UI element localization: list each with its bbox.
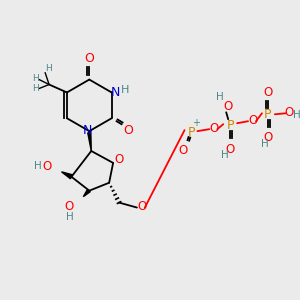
Text: O: O bbox=[65, 200, 74, 213]
Text: P: P bbox=[264, 108, 272, 121]
Text: O: O bbox=[224, 100, 233, 113]
Text: O: O bbox=[114, 153, 124, 167]
Text: O: O bbox=[226, 142, 235, 155]
Text: H: H bbox=[216, 92, 224, 102]
Text: +: + bbox=[192, 118, 200, 128]
Text: P: P bbox=[226, 119, 234, 132]
Text: H: H bbox=[66, 212, 73, 223]
Text: O: O bbox=[263, 86, 272, 99]
Text: O: O bbox=[248, 114, 258, 127]
Polygon shape bbox=[83, 190, 90, 196]
Text: O: O bbox=[210, 122, 219, 135]
Text: P: P bbox=[188, 126, 195, 139]
Text: O: O bbox=[284, 106, 293, 119]
Text: H: H bbox=[261, 139, 269, 149]
Text: H: H bbox=[293, 110, 300, 120]
Text: O: O bbox=[263, 130, 272, 144]
Polygon shape bbox=[88, 130, 91, 151]
Text: O: O bbox=[84, 52, 94, 65]
Text: O: O bbox=[178, 145, 187, 158]
Text: O: O bbox=[137, 200, 146, 213]
Text: O: O bbox=[42, 160, 51, 173]
Text: H: H bbox=[121, 85, 130, 95]
Text: N: N bbox=[82, 124, 92, 137]
Text: H: H bbox=[34, 161, 42, 171]
Text: H: H bbox=[32, 84, 39, 93]
Text: O: O bbox=[124, 124, 134, 137]
Text: H: H bbox=[32, 74, 39, 83]
Text: H: H bbox=[45, 64, 52, 73]
Polygon shape bbox=[61, 172, 72, 179]
Text: N: N bbox=[111, 86, 120, 99]
Text: H: H bbox=[221, 150, 229, 160]
